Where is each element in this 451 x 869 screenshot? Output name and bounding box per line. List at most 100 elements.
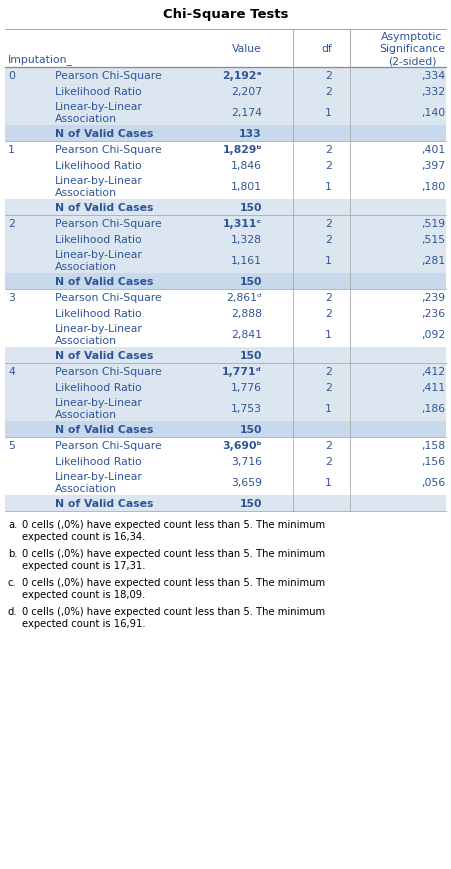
Text: 5: 5 [8,441,15,450]
Text: ,412: ,412 [421,367,445,376]
Text: ,140: ,140 [421,108,445,118]
Text: Pearson Chi-Square: Pearson Chi-Square [55,71,162,81]
Bar [5,200,446,216]
Text: 1,801: 1,801 [231,182,262,192]
Text: 4: 4 [8,367,15,376]
Text: Likelihood Ratio: Likelihood Ratio [55,161,142,171]
Text: Pearson Chi-Square: Pearson Chi-Square [55,441,162,450]
Text: 2: 2 [325,382,332,393]
Text: 1,328: 1,328 [231,235,262,245]
Text: ,239: ,239 [421,293,445,302]
Text: 1: 1 [8,145,15,155]
Bar [5,437,446,512]
Text: Likelihood Ratio: Likelihood Ratio [55,382,142,393]
Text: 2: 2 [325,145,332,155]
Text: 2,174: 2,174 [231,108,262,118]
Text: 150: 150 [239,350,262,361]
Bar [5,142,446,216]
Text: 150: 150 [239,425,262,434]
Text: c.: c. [8,577,17,587]
Text: 0 cells (,0%) have expected count less than 5. The minimum: 0 cells (,0%) have expected count less t… [22,520,325,529]
Text: 1: 1 [325,255,332,266]
Text: 0 cells (,0%) have expected count less than 5. The minimum: 0 cells (,0%) have expected count less t… [22,548,325,559]
Text: 1,846: 1,846 [231,161,262,171]
Text: Imputation_: Imputation_ [8,54,73,65]
Text: Linear-by-Linear
Association: Linear-by-Linear Association [55,472,143,494]
Text: df: df [321,44,332,54]
Text: Linear-by-Linear
Association: Linear-by-Linear Association [55,324,143,345]
Text: 1,771ᵈ: 1,771ᵈ [222,367,262,376]
Text: Pearson Chi-Square: Pearson Chi-Square [55,293,162,302]
Text: ,281: ,281 [421,255,445,266]
Text: ,397: ,397 [421,161,445,171]
Text: 150: 150 [239,499,262,508]
Text: 150: 150 [239,202,262,213]
Text: 1,311ᶜ: 1,311ᶜ [223,219,262,229]
Text: ,092: ,092 [421,329,445,340]
Text: ,332: ,332 [421,87,445,96]
Text: Likelihood Ratio: Likelihood Ratio [55,87,142,96]
Text: Pearson Chi-Square: Pearson Chi-Square [55,367,162,376]
Bar [5,495,446,512]
Text: 3: 3 [8,293,15,302]
Text: Value: Value [232,44,262,54]
Text: expected count is 17,31.: expected count is 17,31. [22,561,146,570]
Text: 2: 2 [325,367,332,376]
Text: ,515: ,515 [421,235,445,245]
Bar [5,363,446,437]
Text: N of Valid Cases: N of Valid Cases [55,499,153,508]
Text: 3,716: 3,716 [231,456,262,467]
Text: ,334: ,334 [421,71,445,81]
Bar [5,289,446,363]
Text: Chi-Square Tests: Chi-Square Tests [163,8,288,21]
Text: 2: 2 [325,87,332,96]
Text: Pearson Chi-Square: Pearson Chi-Square [55,219,162,229]
Text: 1: 1 [325,329,332,340]
Text: 2,841: 2,841 [231,329,262,340]
Text: ,186: ,186 [421,403,445,414]
Text: ,158: ,158 [421,441,445,450]
Text: N of Valid Cases: N of Valid Cases [55,350,153,361]
Text: 2,861ᵈ: 2,861ᵈ [226,293,262,302]
Text: Likelihood Ratio: Likelihood Ratio [55,456,142,467]
Text: 2,207: 2,207 [231,87,262,96]
Text: Likelihood Ratio: Likelihood Ratio [55,235,142,245]
Bar [5,274,446,289]
Bar [5,68,446,142]
Text: d.: d. [8,607,18,616]
Text: 2: 2 [8,219,15,229]
Text: Asymptotic
Significance
(2-sided): Asymptotic Significance (2-sided) [379,32,445,67]
Bar [5,348,446,363]
Text: 0: 0 [8,71,15,81]
Text: N of Valid Cases: N of Valid Cases [55,129,153,139]
Text: ,156: ,156 [421,456,445,467]
Text: a.: a. [8,520,18,529]
Text: expected count is 16,91.: expected count is 16,91. [22,618,146,628]
Text: N of Valid Cases: N of Valid Cases [55,276,153,287]
Text: expected count is 16,34.: expected count is 16,34. [22,531,145,541]
Text: ,401: ,401 [421,145,445,155]
Text: 133: 133 [239,129,262,139]
Text: 1,829ᵇ: 1,829ᵇ [222,145,262,155]
Text: b.: b. [8,548,18,559]
Bar [5,421,446,437]
Text: 1: 1 [325,108,332,118]
Text: Linear-by-Linear
Association: Linear-by-Linear Association [55,250,143,271]
Text: ,236: ,236 [421,308,445,319]
Text: 1,161: 1,161 [231,255,262,266]
Text: 2: 2 [325,456,332,467]
Text: 150: 150 [239,276,262,287]
Text: Linear-by-Linear
Association: Linear-by-Linear Association [55,176,143,197]
Text: 0 cells (,0%) have expected count less than 5. The minimum: 0 cells (,0%) have expected count less t… [22,577,325,587]
Text: N of Valid Cases: N of Valid Cases [55,202,153,213]
Text: 1: 1 [325,403,332,414]
Text: 2,888: 2,888 [231,308,262,319]
Text: ,519: ,519 [421,219,445,229]
Text: 2: 2 [325,293,332,302]
Text: Pearson Chi-Square: Pearson Chi-Square [55,145,162,155]
Text: ,180: ,180 [421,182,445,192]
Text: 2: 2 [325,161,332,171]
Text: 2: 2 [325,441,332,450]
Text: 2: 2 [325,308,332,319]
Text: 2: 2 [325,235,332,245]
